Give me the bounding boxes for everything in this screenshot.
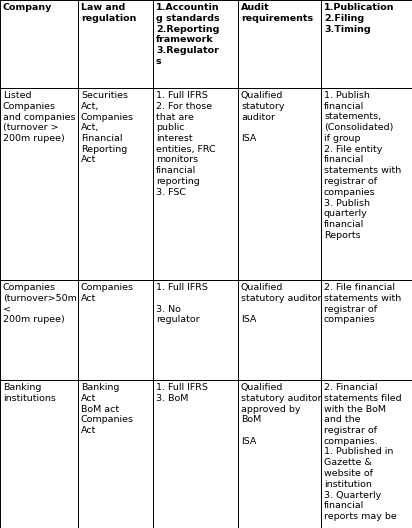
- Bar: [238, 0, 321, 88]
- Text: 2. File financial
statements with
registrar of
companies: 2. File financial statements with regist…: [324, 283, 401, 324]
- Bar: [153, 280, 238, 380]
- Text: Audit
requirements: Audit requirements: [241, 3, 313, 23]
- Text: Banking
Act
BoM act
Companies
Act: Banking Act BoM act Companies Act: [81, 383, 134, 435]
- Bar: [78, 88, 153, 280]
- Text: Securities
Act,
Companies
Act,
Financial
Reporting
Act: Securities Act, Companies Act, Financial…: [81, 91, 134, 165]
- Bar: [78, 0, 153, 88]
- Text: Listed
Companies
and companies
(turnover >
200m rupee): Listed Companies and companies (turnover…: [3, 91, 75, 143]
- Bar: [78, 280, 153, 380]
- Bar: [321, 0, 412, 88]
- Text: Qualified
statutory auditor
approved by
BoM

ISA: Qualified statutory auditor approved by …: [241, 383, 321, 446]
- Text: Companies
(turnover>50m
<
200m rupee): Companies (turnover>50m < 200m rupee): [3, 283, 77, 324]
- Bar: [238, 280, 321, 380]
- Text: Qualified
statutory
auditor

ISA: Qualified statutory auditor ISA: [241, 91, 285, 143]
- Bar: [321, 280, 412, 380]
- Text: Law and
regulation: Law and regulation: [81, 3, 136, 23]
- Text: 2. Financial
statements filed
with the BoM
and the
registrar of
companies.
1. Pu: 2. Financial statements filed with the B…: [324, 383, 402, 521]
- Bar: [321, 380, 412, 528]
- Bar: [0, 88, 78, 280]
- Text: 1. Full IFRS
3. BoM: 1. Full IFRS 3. BoM: [156, 383, 208, 403]
- Bar: [0, 0, 78, 88]
- Bar: [153, 380, 238, 528]
- Bar: [153, 0, 238, 88]
- Text: Companies
Act: Companies Act: [81, 283, 134, 303]
- Bar: [0, 380, 78, 528]
- Bar: [321, 88, 412, 280]
- Text: Banking
institutions: Banking institutions: [3, 383, 56, 403]
- Text: 1. Publish
financial
statements,
(Consolidated)
if group
2. File entity
financia: 1. Publish financial statements, (Consol…: [324, 91, 401, 240]
- Text: 1.Publication
2.Filing
3.Timing: 1.Publication 2.Filing 3.Timing: [324, 3, 395, 33]
- Text: Company: Company: [3, 3, 52, 12]
- Text: Qualified
statutory auditor

ISA: Qualified statutory auditor ISA: [241, 283, 321, 324]
- Text: 1.Accountin
g standards
2.Reporting
framework
3.Regulator
s: 1.Accountin g standards 2.Reporting fram…: [156, 3, 220, 66]
- Bar: [238, 380, 321, 528]
- Text: 1. Full IFRS
2. For those
that are
public
interest
entities, FRC
monitors
financ: 1. Full IFRS 2. For those that are publi…: [156, 91, 215, 197]
- Bar: [0, 280, 78, 380]
- Bar: [78, 380, 153, 528]
- Text: 1. Full IFRS

3. No
regulator: 1. Full IFRS 3. No regulator: [156, 283, 208, 324]
- Bar: [153, 88, 238, 280]
- Bar: [238, 88, 321, 280]
